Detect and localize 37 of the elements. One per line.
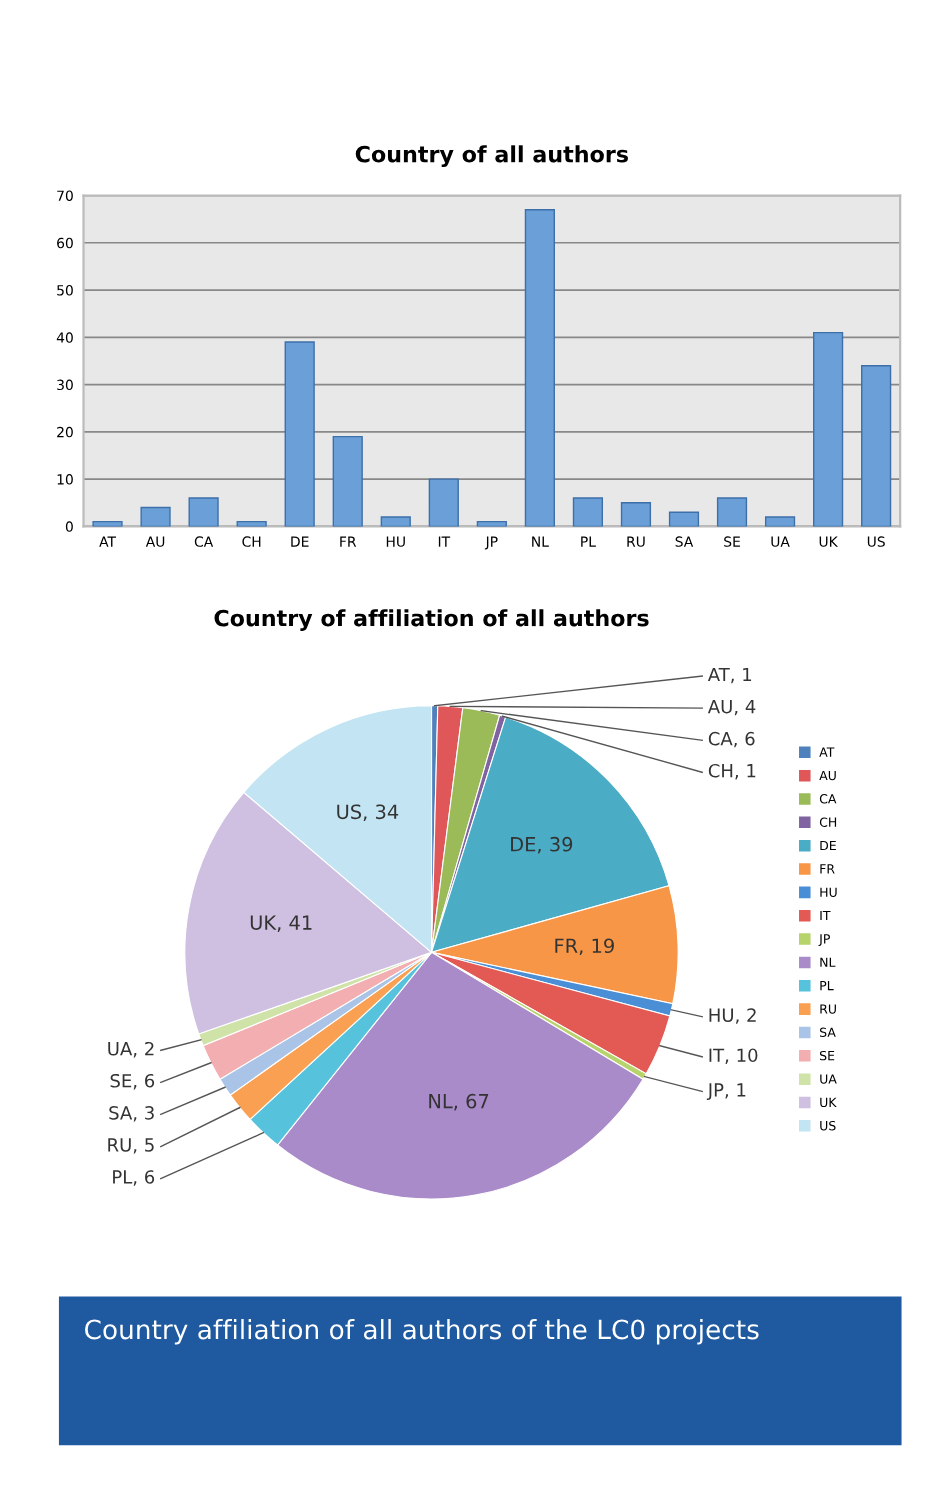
bar: [284, 341, 315, 527]
data-label: HU, 2: [709, 1008, 756, 1024]
data-label: AU, 4: [707, 699, 756, 716]
data-label: RU, 5: [108, 1138, 154, 1154]
bar: [668, 511, 700, 527]
bar: [716, 497, 748, 527]
data-label: IT, 10: [709, 1048, 758, 1064]
bar: [188, 497, 219, 527]
bar: [764, 516, 796, 527]
data-label: SA, 3: [109, 1106, 154, 1122]
data-label: PL, 6: [113, 1170, 155, 1186]
bar: [428, 478, 459, 527]
bar: [332, 435, 363, 527]
data-label: UA, 2: [108, 1041, 154, 1058]
bar: [236, 520, 267, 527]
bar: [572, 497, 604, 527]
bar: [861, 364, 892, 527]
data-label: CA, 6: [708, 731, 755, 748]
bar: [476, 520, 507, 527]
chart-title: Country of all authors: [355, 145, 628, 167]
bar: [812, 331, 844, 527]
data-label: FR, 19: [555, 938, 614, 956]
data-label: NL, 67: [429, 1093, 489, 1111]
chart-title: Country of affiliation of all authors: [214, 609, 649, 631]
bar: [140, 506, 171, 527]
data-label: UK, 41: [250, 915, 312, 932]
data-label: SE, 6: [110, 1073, 155, 1090]
data-label: CH, 1: [708, 763, 756, 780]
bar: [620, 502, 652, 527]
bar: [92, 520, 123, 527]
data-label: US, 34: [337, 804, 399, 822]
data-label: JP, 1: [706, 1083, 746, 1101]
bar: [380, 516, 411, 527]
data-label: AT, 1: [707, 667, 752, 684]
text: Country affiliation of all authors of the LC0 projects: [85, 1319, 759, 1345]
bar: [524, 209, 555, 527]
data-label: DE, 39: [511, 836, 573, 854]
